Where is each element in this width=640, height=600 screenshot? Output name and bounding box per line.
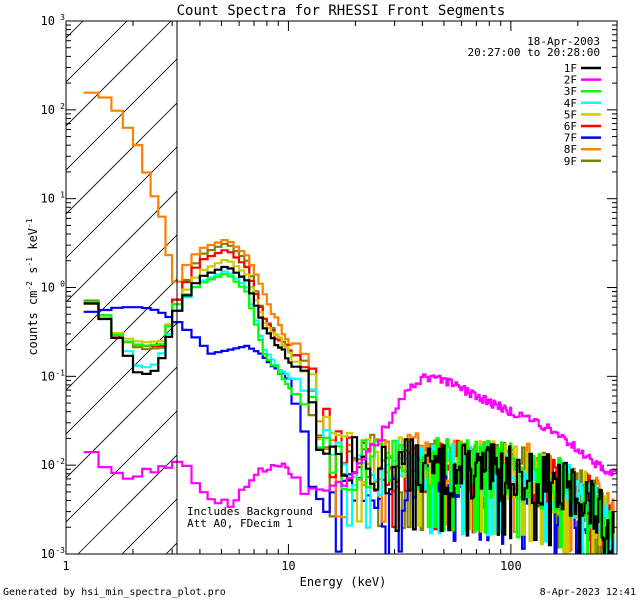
hatch-line xyxy=(66,234,177,347)
hatch-line xyxy=(66,21,172,127)
y-tick-label: 10 xyxy=(41,103,55,117)
x-tick-label: 100 xyxy=(500,559,522,573)
y-tick-exponent: -1 xyxy=(55,368,65,377)
legend-label-3F: 3F xyxy=(564,85,577,98)
y-tick-label: 10 xyxy=(41,281,55,295)
legend-label-9F: 9F xyxy=(564,155,577,168)
series-line-2F xyxy=(83,373,617,508)
x-axis: 1 10 100 xyxy=(62,21,618,573)
y-tick-exponent: 0 xyxy=(60,280,65,289)
annotation-background: Includes Background xyxy=(187,505,313,518)
legend-label-4F: 4F xyxy=(564,97,577,110)
y-axis-label: counts cm-2 s-1 keV-1 xyxy=(25,218,40,356)
y-tick-label: 10 xyxy=(41,14,55,28)
hatch-line xyxy=(66,21,128,83)
legend-label-2F: 2F xyxy=(564,74,577,87)
time-range-label: 20:27:00 to 20:28:00 xyxy=(468,46,600,59)
legend-label-8F: 8F xyxy=(564,143,577,156)
hatch-line xyxy=(66,190,177,303)
y-tick-label: 10 xyxy=(41,458,55,472)
y-tick-exponent: -2 xyxy=(55,457,65,466)
hatched-region xyxy=(66,21,177,554)
y-tick-label: 10 xyxy=(41,369,55,383)
hatch-line xyxy=(66,58,177,171)
hatch-line xyxy=(66,366,177,479)
y-tick-label: 10 xyxy=(41,547,55,561)
legend-label-7F: 7F xyxy=(564,132,577,145)
legend-label-5F: 5F xyxy=(564,108,577,121)
y-tick-exponent: 2 xyxy=(60,102,65,111)
x-axis-label: Energy (keV) xyxy=(300,575,387,589)
y-tick-exponent: 3 xyxy=(60,13,65,22)
y-tick-exponent: 1 xyxy=(60,191,65,200)
legend-label-6F: 6F xyxy=(564,120,577,133)
chart-title: Count Spectra for RHESSI Front Segments xyxy=(177,3,506,19)
hatch-line xyxy=(66,21,84,39)
series-group xyxy=(83,91,617,554)
hatch-line xyxy=(77,454,177,554)
legend-label-1F: 1F xyxy=(564,62,577,75)
date-label: 18-Apr-2003 xyxy=(527,35,600,48)
x-tick-label: 1 xyxy=(62,559,69,573)
hatch-line xyxy=(66,410,177,523)
generated-by-label: Generated by hsi_min_spectra_plot.pro xyxy=(3,587,226,598)
x-tick-label: 10 xyxy=(281,559,295,573)
timestamp-label: 8-Apr-2023 12:41 xyxy=(540,587,636,598)
series-line-1F xyxy=(83,265,615,554)
y-tick-exponent: -3 xyxy=(55,546,65,555)
annotation-attenuator: Att A0, FDecim 1 xyxy=(187,517,293,530)
y-tick-label: 10 xyxy=(41,192,55,206)
